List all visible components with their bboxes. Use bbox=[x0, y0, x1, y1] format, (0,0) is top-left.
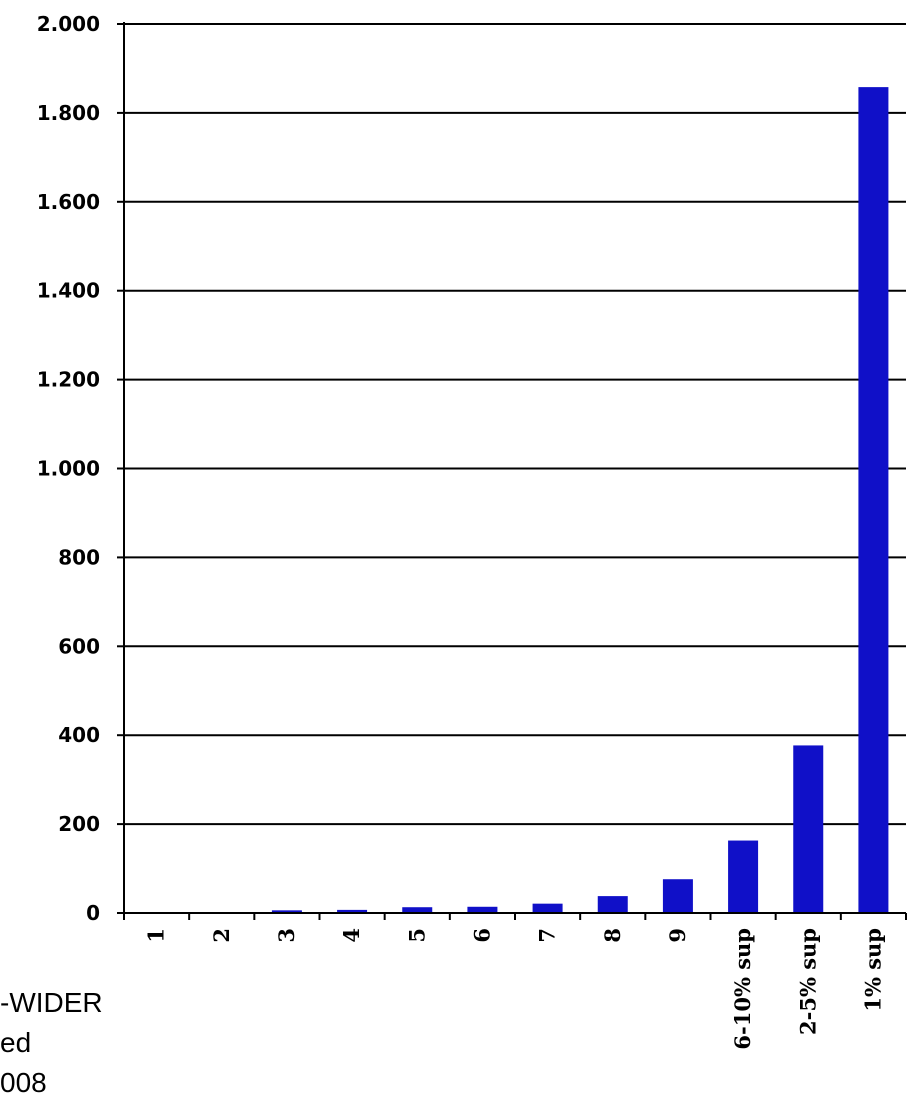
y-tick-label: 1.000 bbox=[37, 457, 100, 481]
x-tick-label: 8 bbox=[600, 928, 625, 943]
bar bbox=[532, 903, 563, 913]
x-tick-label: 6 bbox=[469, 928, 494, 943]
grid-lines bbox=[124, 23, 906, 826]
y-tick-label: 1.200 bbox=[37, 368, 100, 392]
x-tick-label: 4 bbox=[339, 928, 364, 943]
y-tick-label: 400 bbox=[58, 723, 100, 747]
x-tick-label: 6-10% sup bbox=[730, 928, 755, 1050]
bar bbox=[271, 910, 302, 913]
x-tick-label: 1 bbox=[144, 928, 169, 943]
x-tick-label: 3 bbox=[274, 928, 299, 943]
bar bbox=[402, 907, 433, 913]
y-tick-label: 2.000 bbox=[37, 12, 100, 36]
bar bbox=[467, 906, 498, 913]
footnote-line-1: -WIDER bbox=[0, 987, 103, 1018]
footnote-line-2: ed bbox=[0, 1027, 32, 1058]
y-tick-label: 600 bbox=[58, 634, 100, 658]
x-tick-label: 1% sup bbox=[860, 928, 885, 1012]
y-axis-labels: 0 200 400 600 800 1.000 1.200 1.400 1.600 1.800 2.… bbox=[37, 12, 100, 925]
footnote-line-3: 008 bbox=[0, 1067, 47, 1098]
bar bbox=[858, 87, 889, 913]
bar bbox=[337, 909, 368, 913]
x-tick-label: 9 bbox=[665, 928, 690, 943]
x-tick-label: 2 bbox=[209, 928, 234, 943]
x-tick-label: 2-5% sup bbox=[795, 928, 820, 1035]
bar bbox=[597, 896, 628, 913]
y-tick-label: 0 bbox=[86, 901, 100, 925]
x-tick-label: 7 bbox=[535, 928, 560, 943]
y-tick-label: 1.800 bbox=[37, 101, 100, 125]
bar bbox=[793, 745, 824, 913]
x-axis-labels: 1 2 3 4 5 6 7 8 9 6-10% sup 2-5% sup 1% sup bbox=[144, 928, 886, 1050]
y-tick-label: 200 bbox=[58, 812, 100, 836]
x-tick-label: 5 bbox=[404, 928, 429, 943]
y-tick-label: 1.400 bbox=[37, 279, 100, 303]
axes bbox=[117, 22, 907, 920]
y-tick-label: 800 bbox=[58, 545, 100, 569]
bar bbox=[728, 840, 759, 913]
bar bbox=[662, 879, 693, 913]
y-tick-label: 1.600 bbox=[37, 190, 100, 214]
bars bbox=[141, 87, 889, 913]
